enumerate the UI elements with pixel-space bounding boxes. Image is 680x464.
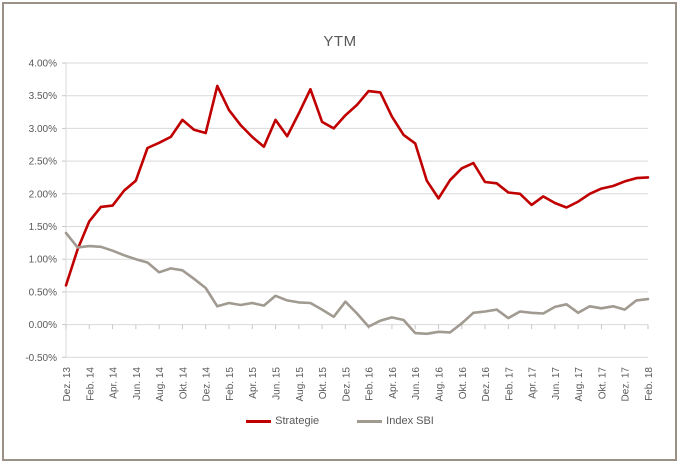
x-tick-label: Feb. 16 <box>365 367 376 401</box>
y-tick-label: 1.50% <box>29 222 57 233</box>
x-tick-label: Jun. 17 <box>551 367 562 400</box>
legend-item-index-sbi: Index SBI <box>357 415 434 427</box>
x-tick-label: Dez. 15 <box>341 367 352 402</box>
legend-label-strategie: Strategie <box>275 415 320 427</box>
y-tick-label: 3.00% <box>29 124 57 135</box>
x-tick-label: Apr. 15 <box>248 367 259 399</box>
strategie-line-swatch <box>246 419 272 423</box>
x-tick-label: Apr. 14 <box>109 367 120 399</box>
x-tick-label: Feb. 17 <box>504 367 515 401</box>
x-tick-label: Jun. 16 <box>411 367 422 400</box>
x-tick-label: Apr. 17 <box>528 367 539 399</box>
x-tick-label: Feb. 18 <box>644 367 655 401</box>
x-tick-label: Dez. 13 <box>62 367 73 402</box>
x-tick-label: Okt. 16 <box>458 367 469 400</box>
legend-item-strategie: Strategie <box>246 415 319 427</box>
x-tick-label: Okt. 14 <box>178 367 189 400</box>
x-tick-label: Aug. 17 <box>574 367 585 402</box>
x-tick-label: Jun. 15 <box>272 367 283 400</box>
y-tick-label: 0.50% <box>29 287 57 298</box>
index-sbi-line-swatch <box>357 419 383 423</box>
y-tick-label: 1.00% <box>29 255 57 266</box>
y-tick-label: 2.00% <box>29 189 57 200</box>
x-tick-label: Okt. 15 <box>318 367 329 400</box>
x-tick-label: Dez. 17 <box>621 367 632 402</box>
x-tick-label: Dez. 16 <box>481 367 492 402</box>
chart-title: YTM <box>323 33 357 50</box>
x-tick-label: Feb. 15 <box>225 367 236 401</box>
x-tick-label: Aug. 14 <box>155 367 166 402</box>
strategie-series-line <box>64 84 650 287</box>
legend-label-index-sbi: Index SBI <box>386 415 434 427</box>
x-tick-label: Okt. 17 <box>597 367 608 400</box>
y-tick-label: 4.00% <box>29 59 57 70</box>
legend: Strategie Index SBI <box>0 415 680 427</box>
index-sbi-series-line <box>64 231 650 336</box>
x-tick-label: Feb. 14 <box>85 367 96 401</box>
x-tick-label: Jun. 14 <box>132 367 143 400</box>
y-tick-label: 3.50% <box>29 91 57 102</box>
x-tick-label: Aug. 16 <box>434 367 445 402</box>
x-tick-label: Apr. 16 <box>388 367 399 399</box>
y-tick-label: -0.50% <box>25 353 57 364</box>
x-tick-label: Dez. 14 <box>202 367 213 402</box>
x-tick-label: Aug. 15 <box>295 367 306 402</box>
y-tick-label: 2.50% <box>29 157 57 168</box>
y-tick-label: 0.00% <box>29 320 57 331</box>
